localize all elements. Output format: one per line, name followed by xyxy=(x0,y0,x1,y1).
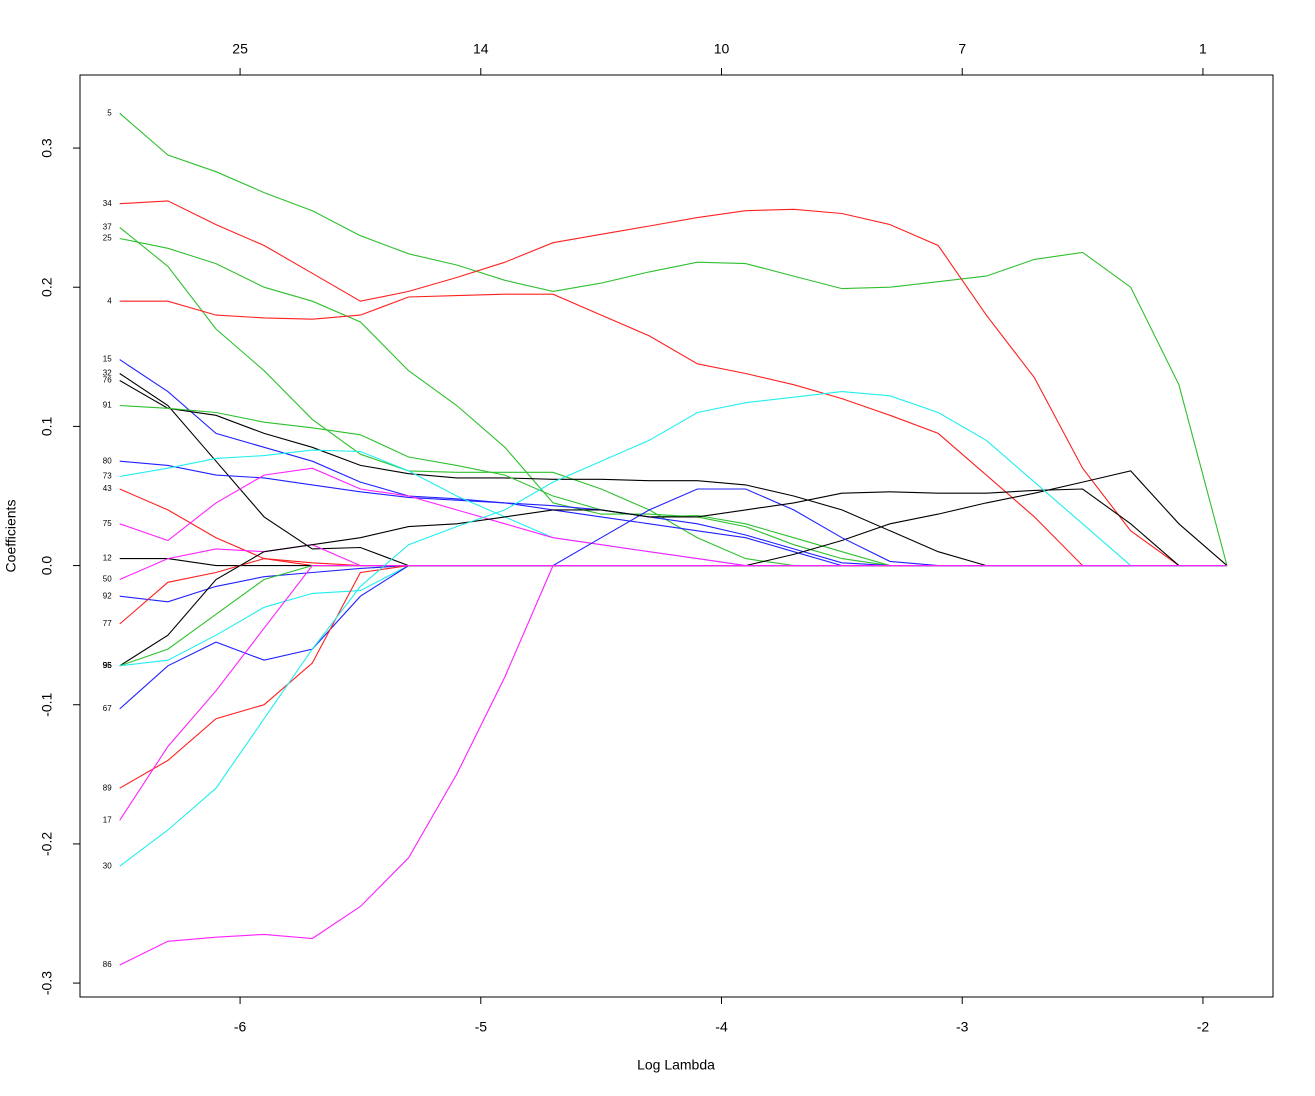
top-tick-label: 1 xyxy=(1199,41,1207,57)
y-tick-label: 0.0 xyxy=(39,556,55,576)
path-label: 76 xyxy=(103,376,112,385)
y-tick-label: -0.3 xyxy=(39,971,55,995)
path-label: 37 xyxy=(103,223,112,232)
coefficient-path xyxy=(119,488,1227,667)
x-tick-label: -5 xyxy=(475,1019,488,1035)
coefficient-path xyxy=(119,293,1227,567)
path-label: 86 xyxy=(103,960,112,969)
coefficient-path xyxy=(119,565,1227,966)
path-label: 32 xyxy=(103,369,112,378)
coefficient-path xyxy=(119,460,1227,567)
path-label: 95 xyxy=(103,661,112,670)
coefficient-path xyxy=(119,565,1227,821)
path-label: 67 xyxy=(103,704,112,713)
coefficient-path xyxy=(119,112,1228,566)
top-tick-label: 10 xyxy=(714,41,730,57)
top-tick-label: 25 xyxy=(232,41,248,57)
path-label: 5 xyxy=(107,108,112,117)
x-tick-label: -6 xyxy=(234,1019,247,1035)
path-label: 91 xyxy=(103,401,112,410)
coefficient-path xyxy=(119,404,1227,567)
y-tick-label: 0.2 xyxy=(39,277,55,297)
path-label: 34 xyxy=(103,199,112,208)
path-label: 75 xyxy=(103,519,112,528)
y-tick-label: -0.2 xyxy=(39,832,55,856)
path-label: 43 xyxy=(103,484,112,493)
coefficient-path xyxy=(119,226,1227,567)
plot-frame xyxy=(79,74,1274,998)
coefficient-path xyxy=(119,558,1227,625)
coefficient-path xyxy=(119,359,1227,567)
path-label: 92 xyxy=(103,591,112,600)
path-label: 25 xyxy=(103,234,112,243)
path-label: 73 xyxy=(103,472,112,481)
coefficient-path xyxy=(119,380,1227,567)
path-label: 15 xyxy=(103,355,112,364)
path-label: 89 xyxy=(103,783,112,792)
y-tick-label: 0.1 xyxy=(39,416,55,436)
x-tick-label: -4 xyxy=(715,1019,728,1035)
path-label: 50 xyxy=(103,575,112,584)
coefficient-path xyxy=(119,565,1227,667)
y-tick-label: 0.3 xyxy=(39,138,55,158)
y-axis-title: Coefficients xyxy=(3,500,19,573)
coefficient-path xyxy=(119,488,1227,603)
path-label: 55 xyxy=(103,661,112,670)
x-tick-label: -2 xyxy=(1197,1019,1210,1035)
path-label: 12 xyxy=(103,554,112,563)
x-tick-label: -3 xyxy=(956,1019,969,1035)
coefficient-path xyxy=(119,391,1227,867)
coefficient-path xyxy=(119,565,1227,789)
path-label: 77 xyxy=(103,619,112,628)
y-tick-label: -0.1 xyxy=(39,692,55,716)
path-label: 80 xyxy=(103,456,112,465)
path-label: 30 xyxy=(103,861,112,870)
coefficient-path xyxy=(119,373,1227,567)
path-label: 4 xyxy=(107,296,112,305)
path-label: 96 xyxy=(103,661,112,670)
path-label: 17 xyxy=(103,815,112,824)
x-axis-title: Log Lambda xyxy=(637,1057,715,1073)
top-tick-label: 7 xyxy=(958,41,966,57)
coefficient-path xyxy=(119,200,1227,567)
top-tick-label: 14 xyxy=(473,41,489,57)
coefficient-path xyxy=(119,565,1227,667)
coefficient-path xyxy=(119,470,1228,567)
